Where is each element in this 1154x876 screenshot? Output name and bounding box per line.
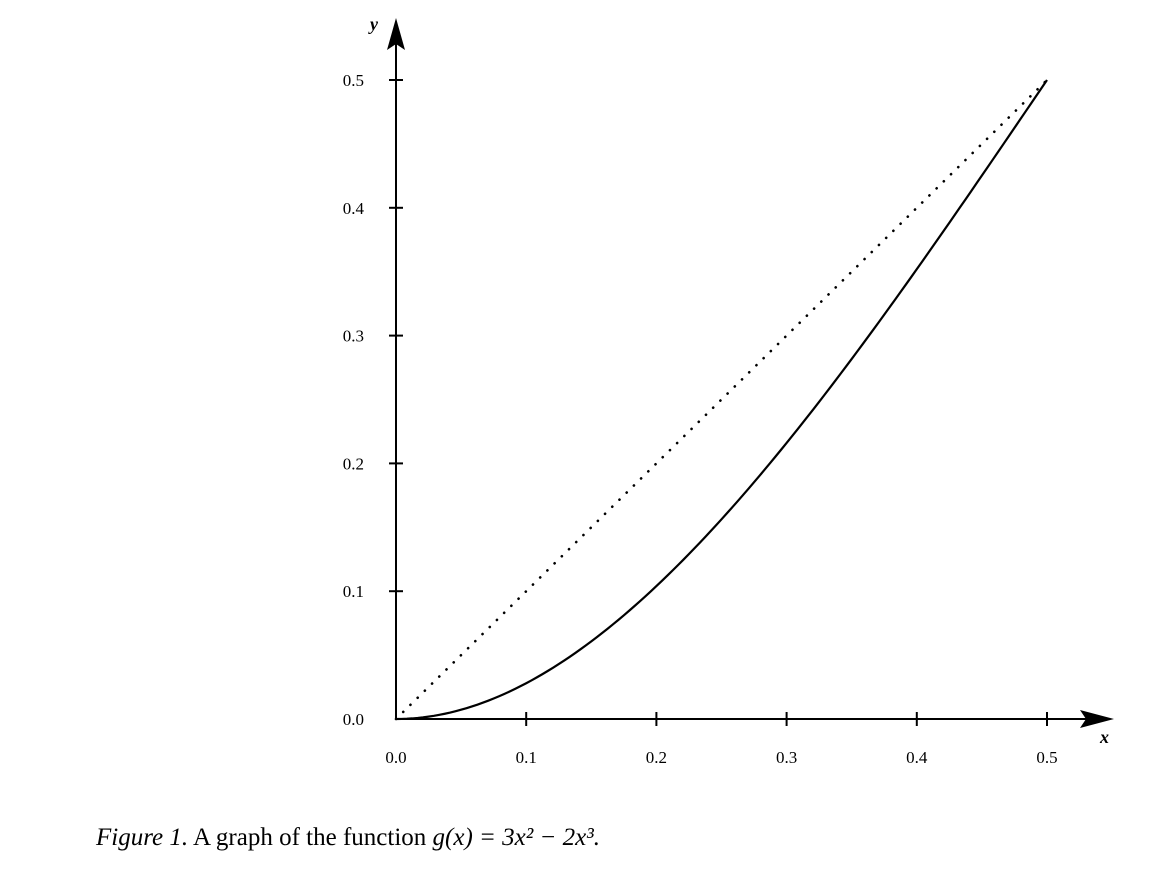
y-axis-arrow <box>387 18 405 50</box>
figure-caption: Figure 1. A graph of the function g(x) =… <box>96 824 600 852</box>
y-tick-label: 0.0 <box>343 710 364 729</box>
y-tick-label: 0.4 <box>343 199 365 218</box>
axes <box>387 18 1114 728</box>
x-tick-label: 0.0 <box>385 748 406 767</box>
series-line-dotted <box>394 78 1049 721</box>
x-tick-label: 0.3 <box>776 748 797 767</box>
y-tick-label: 0.5 <box>343 71 364 90</box>
y-ticks: 0.0 0.1 0.2 0.3 0.4 0.5 <box>343 71 403 729</box>
caption-label: Figure 1. <box>96 824 189 851</box>
caption-text: A graph of the function <box>193 824 427 851</box>
series-line-solid <box>395 79 1048 721</box>
y-tick-label: 0.2 <box>343 454 364 473</box>
x-ticks: 0.0 0.1 0.2 0.3 0.4 0.5 <box>385 712 1058 767</box>
x-tick-label: 0.2 <box>646 748 667 767</box>
x-tick-label: 0.4 <box>906 748 928 767</box>
series-layer <box>394 78 1049 721</box>
y-tick-label: 0.3 <box>343 327 364 346</box>
x-tick-label: 0.5 <box>1036 748 1057 767</box>
y-tick-label: 0.1 <box>343 582 364 601</box>
x-tick-label: 0.1 <box>516 748 537 767</box>
x-axis-label: x <box>1099 727 1109 747</box>
y-axis-label: y <box>368 14 379 34</box>
caption-formula: g(x) = 3x² − 2x³. <box>432 824 600 851</box>
x-axis-arrow <box>1080 710 1114 728</box>
